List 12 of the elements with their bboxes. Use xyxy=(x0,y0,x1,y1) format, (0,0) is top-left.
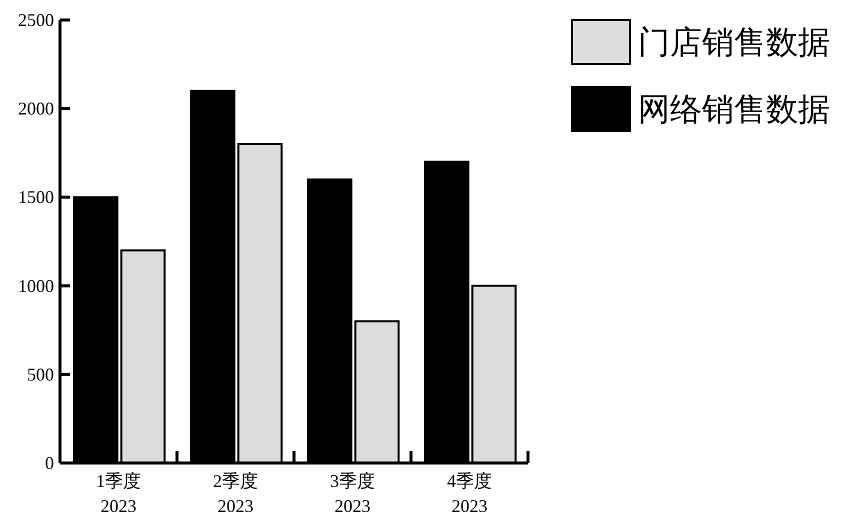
x-tick-label: 3季度 2023 xyxy=(330,471,375,516)
legend-label: 门店销售数据 xyxy=(638,24,830,60)
y-tick-label: 2500 xyxy=(18,10,54,30)
y-tick-label: 1500 xyxy=(18,187,54,208)
x-tick-label: 2季度 2023 xyxy=(213,471,258,516)
y-tick-label: 0 xyxy=(45,453,54,473)
x-tick-label: 1季度 2023 xyxy=(96,471,141,516)
y-tick-label: 500 xyxy=(27,364,54,384)
y-tick-label: 1000 xyxy=(18,276,54,296)
x-tick-label: 4季度 2023 xyxy=(447,471,492,516)
y-tick-label: 2000 xyxy=(18,98,54,119)
legend-label: 网络销售数据 xyxy=(638,91,830,127)
